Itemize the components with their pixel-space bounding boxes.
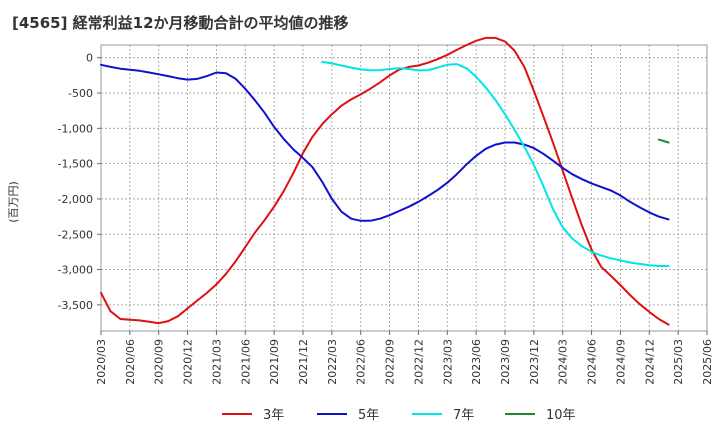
plot-area bbox=[100, 44, 708, 332]
y-tick-label-4: -2,000 bbox=[58, 193, 93, 206]
y-tick-label-6: -3,000 bbox=[58, 264, 93, 277]
y-tick-label-2: -1,000 bbox=[58, 122, 93, 135]
x-tick-label-9: 2022/06 bbox=[355, 339, 368, 385]
x-tick-label-7: 2021/12 bbox=[297, 339, 310, 385]
x-tick-label-19: 2024/12 bbox=[643, 339, 656, 385]
x-tick-label-10: 2022/09 bbox=[384, 339, 397, 385]
series-layer bbox=[100, 36, 670, 326]
legend-label-0: 3年 bbox=[263, 408, 284, 423]
x-axis-ticks: 2020/03 2020/06 2020/09 2020/12 2021/03 2021/… bbox=[95, 331, 714, 385]
series-line-1 bbox=[100, 63, 670, 222]
y-axis-ticks: 0 -500 -1,000 -1,500 -2,000 -2,500 -3,000 -3,50… bbox=[58, 52, 101, 312]
x-tick-label-17: 2024/06 bbox=[586, 339, 599, 385]
x-tick-label-1: 2020/06 bbox=[124, 339, 137, 385]
series-line-3 bbox=[657, 138, 670, 144]
legend-label-3: 10年 bbox=[546, 408, 576, 423]
x-tick-label-4: 2021/03 bbox=[210, 339, 223, 385]
y-tick-label-0: 0 bbox=[86, 52, 93, 65]
x-tick-label-18: 2024/09 bbox=[614, 339, 627, 385]
grid-layer bbox=[101, 45, 707, 331]
x-tick-label-0: 2020/03 bbox=[95, 339, 108, 385]
series-line-0 bbox=[100, 36, 670, 326]
x-tick-label-12: 2023/03 bbox=[441, 339, 454, 385]
y-tick-label-3: -1,500 bbox=[58, 158, 93, 171]
x-tick-label-16: 2024/03 bbox=[557, 339, 570, 385]
chart-title: [4565] 経常利益12か月移動合計の平均値の推移 bbox=[12, 14, 349, 32]
x-tick-label-6: 2021/09 bbox=[268, 339, 281, 385]
x-tick-label-14: 2023/09 bbox=[499, 339, 512, 385]
x-tick-label-11: 2022/12 bbox=[412, 339, 425, 385]
series-line-2 bbox=[321, 60, 670, 267]
y-axis-label: (百万円) bbox=[7, 181, 20, 223]
x-tick-label-13: 2023/06 bbox=[470, 339, 483, 385]
y-tick-label-5: -2,500 bbox=[58, 228, 93, 241]
x-tick-label-5: 2021/06 bbox=[239, 339, 252, 385]
legend-label-2: 7年 bbox=[453, 408, 474, 423]
x-tick-label-8: 2022/03 bbox=[326, 339, 339, 385]
x-tick-label-21: 2025/06 bbox=[701, 339, 714, 385]
x-tick-label-15: 2023/12 bbox=[528, 339, 541, 385]
x-tick-label-2: 2020/09 bbox=[153, 339, 166, 385]
y-tick-label-7: -3,500 bbox=[58, 299, 93, 312]
x-tick-label-3: 2020/12 bbox=[182, 339, 195, 385]
x-tick-label-20: 2025/03 bbox=[672, 339, 685, 385]
legend: 3年 5年 7年 10年 bbox=[222, 408, 576, 423]
legend-label-1: 5年 bbox=[358, 408, 379, 423]
y-tick-label-1: -500 bbox=[68, 87, 93, 100]
